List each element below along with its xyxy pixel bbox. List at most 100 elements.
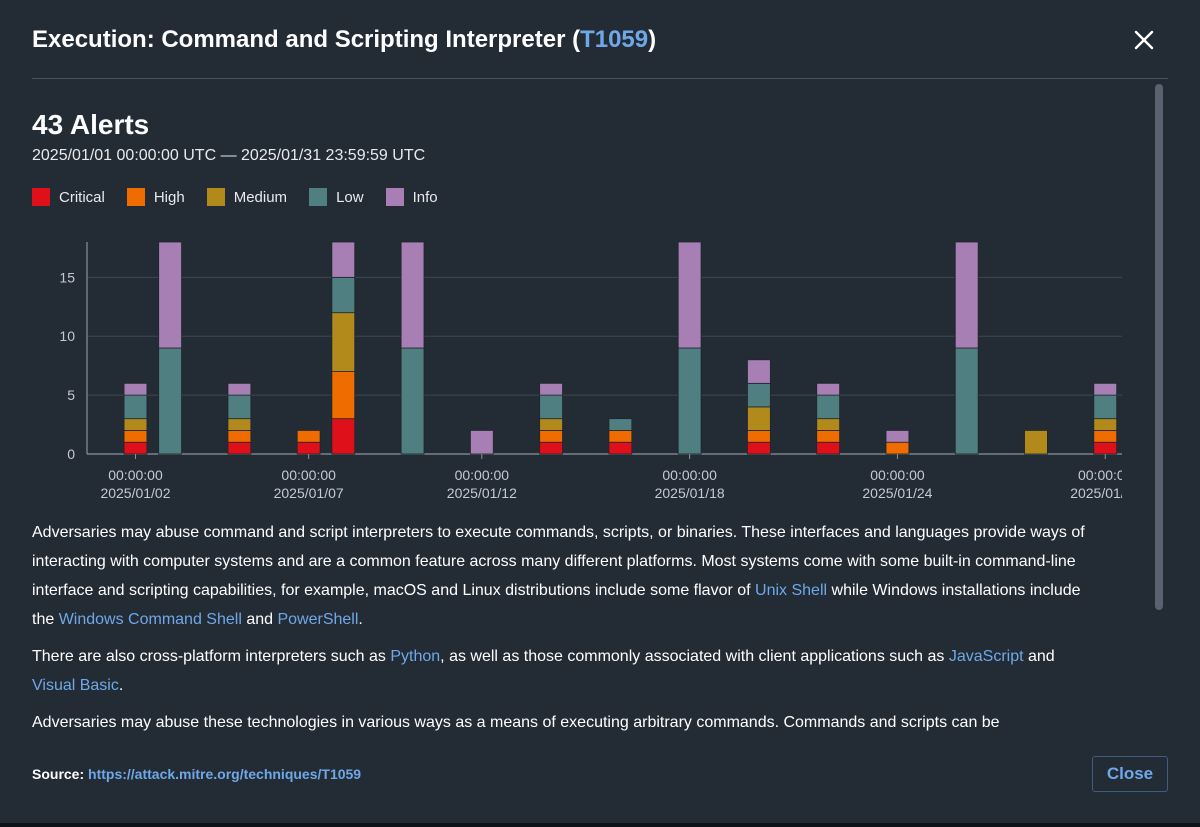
legend-swatch: [385, 188, 404, 206]
x-tick-time: 00:00:00: [1078, 467, 1122, 483]
bar-segment-low: [816, 394, 840, 420]
bar-segment-high: [608, 430, 633, 443]
bar-segment-high: [747, 430, 771, 443]
bar-segment-low: [1093, 394, 1118, 420]
modal-header: Execution: Command and Scripting Interpr…: [32, 24, 1168, 79]
x-tick-date: 2025/01/24: [862, 485, 932, 498]
bar-segment-critical: [539, 441, 563, 455]
x-tick-date: 2025/01/12: [447, 485, 517, 498]
legend-item-medium[interactable]: Medium: [206, 188, 288, 206]
title-suffix: ): [648, 26, 657, 53]
chart-legend: Critical High Medium Low Info: [32, 188, 1122, 206]
bar-segment-critical: [747, 441, 771, 455]
windows-command-shell-link[interactable]: Windows Command Shell: [58, 611, 242, 628]
title-prefix: Execution: Command and Scripting Interpr…: [32, 26, 581, 53]
alert-count: 43 Alerts: [32, 109, 150, 140]
legend-swatch: [32, 188, 50, 206]
bar-segment-low: [400, 347, 425, 455]
legend-item-critical[interactable]: Critical: [32, 188, 105, 206]
bar-segment-critical: [123, 441, 148, 455]
bar-segment-info: [123, 382, 148, 396]
description-text: .: [358, 611, 363, 628]
x-tick-time: 00:00:00: [455, 467, 510, 483]
description-text: There are also cross-platform interprete…: [32, 648, 391, 665]
legend-swatch: [309, 188, 328, 206]
bottom-edge: [0, 823, 1200, 827]
scrollbar[interactable]: [1155, 84, 1163, 610]
bar-segment-critical: [816, 441, 840, 455]
legend-label: Medium: [233, 188, 288, 206]
bar-segment-critical: [331, 418, 356, 455]
y-tick-label: 10: [59, 328, 75, 344]
x-tick-time: 00:00:00: [662, 467, 717, 483]
description-paragraph: There are also cross-platform interprete…: [32, 642, 1092, 700]
y-tick-label: 5: [67, 387, 75, 403]
bar-segment-low: [954, 347, 979, 455]
bar-segment-info: [1093, 382, 1118, 396]
bar-segment-low: [608, 418, 633, 431]
x-tick-date: 2025/01/07: [274, 485, 344, 498]
modal-footer: Source: https://attack.mitre.org/techniq…: [32, 756, 1168, 796]
bar-segment-info: [954, 241, 979, 349]
legend-item-info[interactable]: Info: [385, 188, 438, 206]
python-link[interactable]: Python: [390, 648, 441, 665]
legend-swatch: [126, 188, 145, 206]
visual-basic-link[interactable]: Visual Basic: [32, 677, 119, 694]
bar-segment-critical: [227, 441, 252, 455]
x-tick-date: 2025/01/18: [655, 485, 725, 498]
legend-label: High: [153, 188, 185, 206]
bar-segment-info: [747, 359, 771, 384]
bar-segment-low: [158, 347, 182, 455]
bar-segment-critical: [1093, 441, 1118, 455]
x-tick-time: 00:00:00: [870, 467, 925, 483]
x-tick-date: 2025/01/30: [1070, 485, 1122, 498]
powershell-link[interactable]: PowerShell: [277, 611, 359, 628]
bar-segment-info: [227, 382, 252, 396]
unix-shell-link[interactable]: Unix Shell: [755, 582, 828, 599]
date-range: 2025/01/01 00:00:00 UTC — 2025/01/31 23:…: [32, 147, 426, 164]
bar-segment-high: [885, 441, 910, 455]
bar-segment-info: [400, 241, 425, 349]
modal-title: Execution: Command and Scripting Interpr…: [32, 24, 1168, 56]
modal-body: 43 Alerts 2025/01/01 00:00:00 UTC — 2025…: [32, 100, 1122, 740]
bar-segment-info: [331, 241, 356, 278]
bar-segment-low: [677, 347, 702, 455]
bar-segment-medium: [331, 312, 356, 372]
legend-label: Critical: [59, 188, 105, 206]
bar-segment-medium: [123, 418, 148, 431]
legend-label: Low: [336, 188, 364, 206]
bar-segment-low: [227, 394, 252, 420]
bar-segment-medium: [1093, 418, 1118, 431]
description-paragraph: Adversaries may abuse command and script…: [32, 518, 1092, 634]
bar-segment-info: [158, 241, 182, 349]
bar-segment-high: [816, 430, 840, 443]
close-icon[interactable]: [1130, 26, 1158, 54]
bar-segment-critical: [296, 441, 321, 455]
x-tick-time: 00:00:00: [281, 467, 336, 483]
bar-segment-medium: [816, 418, 840, 431]
javascript-link[interactable]: JavaScript: [948, 648, 1024, 665]
technique-id-link[interactable]: T1059: [580, 26, 649, 53]
bar-segment-info: [816, 382, 840, 396]
bar-segment-high: [539, 430, 563, 443]
description-text: .: [118, 677, 124, 694]
alerts-chart: 0 5 10 15 00:00:00 2025/01/02 00:00:00 2025/01/…: [59, 241, 1122, 498]
bar-segment-high: [1093, 430, 1118, 443]
bar-segment-medium: [227, 418, 252, 431]
description-text: and: [241, 611, 278, 628]
bar-segment-low: [539, 394, 563, 420]
bar-segment-critical: [608, 441, 633, 455]
close-button[interactable]: Close: [1092, 756, 1168, 792]
bar-segment-high: [227, 430, 252, 443]
legend-item-low[interactable]: Low: [309, 188, 364, 206]
description-text: Adversaries may abuse command and script…: [32, 524, 1085, 599]
source-link[interactable]: https://attack.mitre.org/techniques/T105…: [88, 766, 362, 782]
legend-item-high[interactable]: High: [126, 188, 185, 206]
bar-segment-high: [123, 430, 148, 443]
legend-label: Info: [412, 188, 438, 206]
bar-segment-info: [885, 430, 910, 443]
bar-segment-low: [331, 276, 356, 314]
bar-segment-medium: [539, 418, 563, 431]
y-tick-label: 0: [67, 446, 75, 462]
